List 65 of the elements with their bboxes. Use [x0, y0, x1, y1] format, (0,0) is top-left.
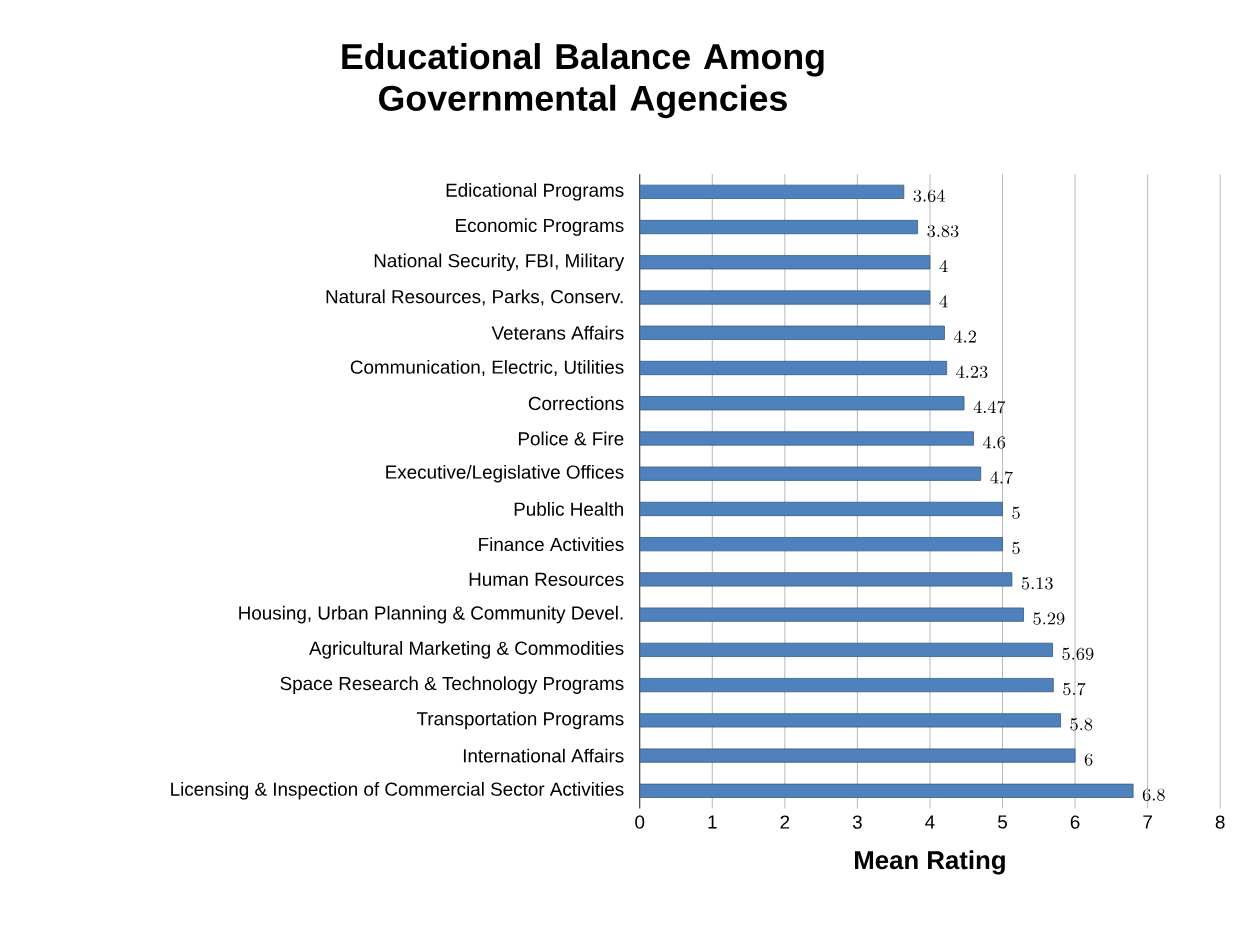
data-label: 5 — [1012, 506, 1020, 520]
data-label: 4 — [939, 259, 948, 273]
x-tick-label: 8 — [1215, 815, 1225, 829]
data-label: 4.7 — [990, 471, 1013, 484]
chart-title: Educational Balance Among Governmental Agencies — [342, 43, 824, 119]
bar — [639, 325, 945, 340]
data-label: 4.6 — [983, 436, 1006, 449]
data-label: 4.47 — [973, 400, 1006, 414]
bar — [639, 431, 974, 446]
data-label: 3.83 — [927, 224, 959, 238]
y-tick-label: Edicational Programs — [446, 183, 624, 201]
y-tick-label: Housing, Urban Planning & Community Devel. — [239, 605, 623, 624]
bar — [639, 396, 965, 411]
bar — [639, 501, 1003, 517]
x-tick-label: 7 — [1143, 815, 1152, 829]
data-label: 5.8 — [1070, 718, 1093, 731]
y-tick-label: Public Health — [514, 502, 623, 516]
x-tick-label: 3 — [852, 815, 862, 829]
bar — [639, 466, 982, 481]
bar — [639, 642, 1053, 658]
data-label: 5.7 — [1063, 682, 1086, 696]
x-tick-label: 6 — [1070, 815, 1080, 829]
y-tick-label: Transportation Programs — [416, 711, 624, 730]
y-tick-label: Space Research & Technology Programs — [280, 676, 624, 694]
y-tick-label: Police & Fire — [518, 431, 624, 446]
data-label: 4.2 — [953, 330, 976, 343]
y-tick-label: Veterans Affairs — [491, 325, 624, 340]
bar — [639, 607, 1024, 622]
bar — [639, 678, 1054, 693]
bar — [639, 290, 931, 305]
bar — [639, 184, 905, 199]
y-tick-label: International Affairs — [463, 748, 624, 763]
data-label: 5. 13 — [1021, 577, 1053, 590]
data-label: 3.64 — [913, 189, 945, 203]
data-label: 4 — [939, 295, 948, 308]
data-label: 6 — [1084, 753, 1093, 766]
bar — [639, 220, 919, 235]
x-tick-label: 4 — [925, 815, 935, 829]
x-tick-label: 0 — [635, 815, 645, 829]
y-tick-label: Licensing & Inspection of Commercial Sector Activities — [171, 782, 624, 800]
bar — [639, 572, 1013, 587]
data-label: 5 — [1012, 542, 1020, 555]
bar — [639, 255, 931, 270]
bar — [639, 360, 948, 376]
x-tick-label: 2 — [780, 815, 790, 829]
bar — [639, 537, 1003, 552]
data-label: 5.69 — [1062, 647, 1094, 661]
y-tick-label: Natural Resources, Parks, Conserv. — [326, 289, 623, 306]
bar — [639, 748, 1076, 763]
y-tick-label: Economic Programs — [456, 218, 624, 236]
y-tick-label: Corrections — [528, 396, 624, 411]
data-label: 6.8 — [1142, 788, 1165, 802]
y-tick-label: Agricultural Marketing & Commodities — [309, 641, 624, 659]
y-tick-label: National Security, FBI, Military — [374, 253, 625, 272]
x-tick-label: 5 — [998, 815, 1007, 829]
y-tick-label: Communication, Electric, Utilities — [350, 360, 624, 377]
y-tick-label: Finance Activities — [479, 537, 624, 552]
bar — [639, 713, 1061, 728]
y-tick-label: Human Resources — [469, 572, 624, 587]
x-axis-title: Mean Rating — [855, 850, 1005, 875]
x-tick-label: 1 — [708, 815, 717, 829]
bar — [639, 783, 1134, 798]
data-label: 5.29 — [1033, 612, 1065, 625]
data-label: 4.23 — [956, 365, 988, 379]
y-tick-label: Executive/Legislative Offices — [386, 464, 624, 483]
